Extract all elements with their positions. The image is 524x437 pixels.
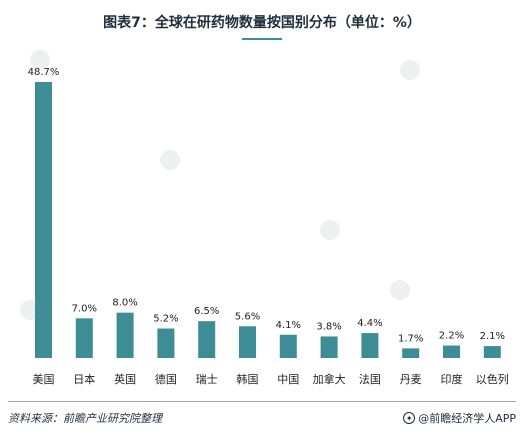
category-label: 中国 [277,373,299,386]
value-labels-group: 48.7% 7.0% 8.0% 5.2% 6.5% 5.6% 4.1% 3.8% 4.4% 1.7… [28,67,505,344]
value-label: 7.0% [72,303,97,314]
value-label: 5.2% [153,314,178,325]
category-label: 美国 [33,373,55,386]
wechat-icon: ✦ [403,412,416,424]
value-label: 6.5% [194,306,219,317]
category-label: 英国 [114,372,136,386]
value-label: 4.4% [357,318,382,329]
bar-中国 [279,334,297,358]
value-label: 4.1% [276,320,301,331]
bar-日本 [75,318,93,358]
category-label: 加拿大 [313,372,346,386]
bar-韩国 [239,326,256,358]
chart-title: 图表7：全球在研药物数量按国别分布（单位：%） [103,15,421,31]
category-label: 韩国 [237,372,259,386]
value-label: 5.6% [235,311,260,322]
category-label: 法国 [359,372,381,386]
value-label: 1.7% [398,333,423,344]
bar-丹麦 [402,348,420,358]
value-label: 2.2% [439,331,464,342]
value-label: 48.7% [28,67,60,78]
bar-以色列 [483,346,501,358]
value-label: 8.0% [112,298,137,309]
bar-英国 [116,312,134,358]
source-note: 资料来源：前瞻产业研究院整理 [8,412,162,425]
bar-加拿大 [320,336,338,358]
bars-group [35,82,501,358]
brand-text: @前瞻经济学人APP [418,412,516,425]
value-label: 2.1% [480,331,505,342]
bar-法国 [361,333,379,358]
category-label: 丹麦 [400,373,422,386]
category-label: 以色列 [476,372,509,386]
category-label: 印度 [441,372,463,386]
bar-瑞士 [198,321,216,358]
title-underline [242,38,282,40]
category-label: 瑞士 [196,372,218,386]
category-label: 德国 [155,372,177,386]
category-labels-group: 美国 日本 英国 德国 瑞士 韩国 中国 加拿大 法国 丹麦 印度 以色列 [33,372,509,386]
category-label: 日本 [73,372,95,386]
footer-divider [8,401,516,402]
bar-印度 [443,345,460,358]
brand-credit: ✦ @前瞻经济学人APP [403,410,516,426]
value-label: 3.8% [316,321,341,332]
watermark [20,50,420,320]
bar-美国 [35,82,52,358]
bar-德国 [157,328,175,358]
